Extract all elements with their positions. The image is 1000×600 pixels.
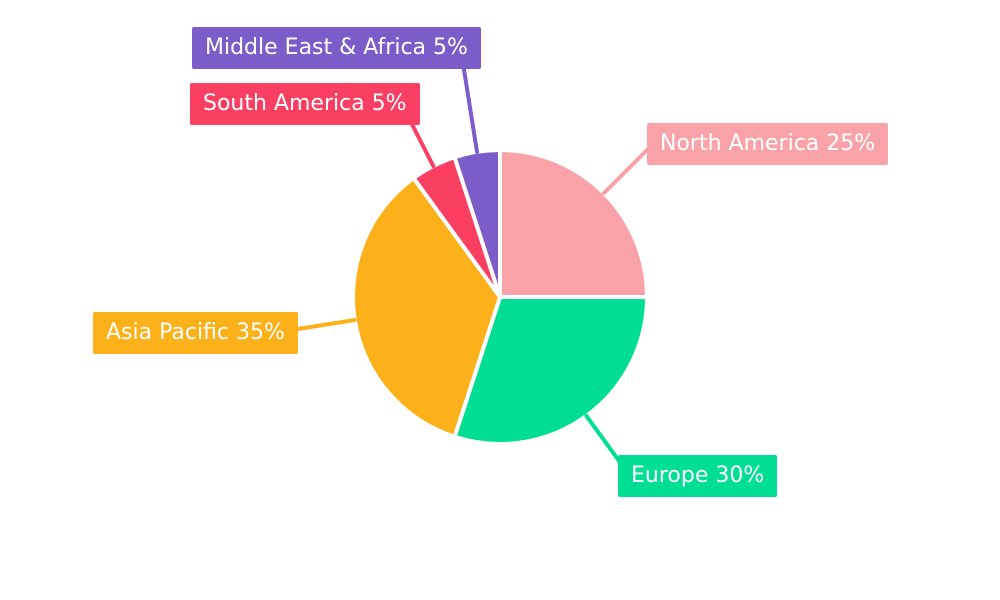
leader-line-middle-east-africa bbox=[461, 65, 480, 154]
leader-line-asia-pacific bbox=[289, 317, 357, 333]
leader-line-europe bbox=[584, 413, 622, 465]
label-north-america: North America 25% bbox=[647, 123, 889, 165]
leader-line-north-america bbox=[601, 147, 650, 196]
label-asia-pacific: Asia Pacific 35% bbox=[93, 312, 298, 354]
label-middle-east-africa: Middle East & Africa 5% bbox=[192, 27, 481, 69]
label-south-america: South America 5% bbox=[190, 83, 420, 125]
label-europe: Europe 30% bbox=[618, 455, 778, 497]
leader-line-south-america bbox=[408, 119, 436, 169]
